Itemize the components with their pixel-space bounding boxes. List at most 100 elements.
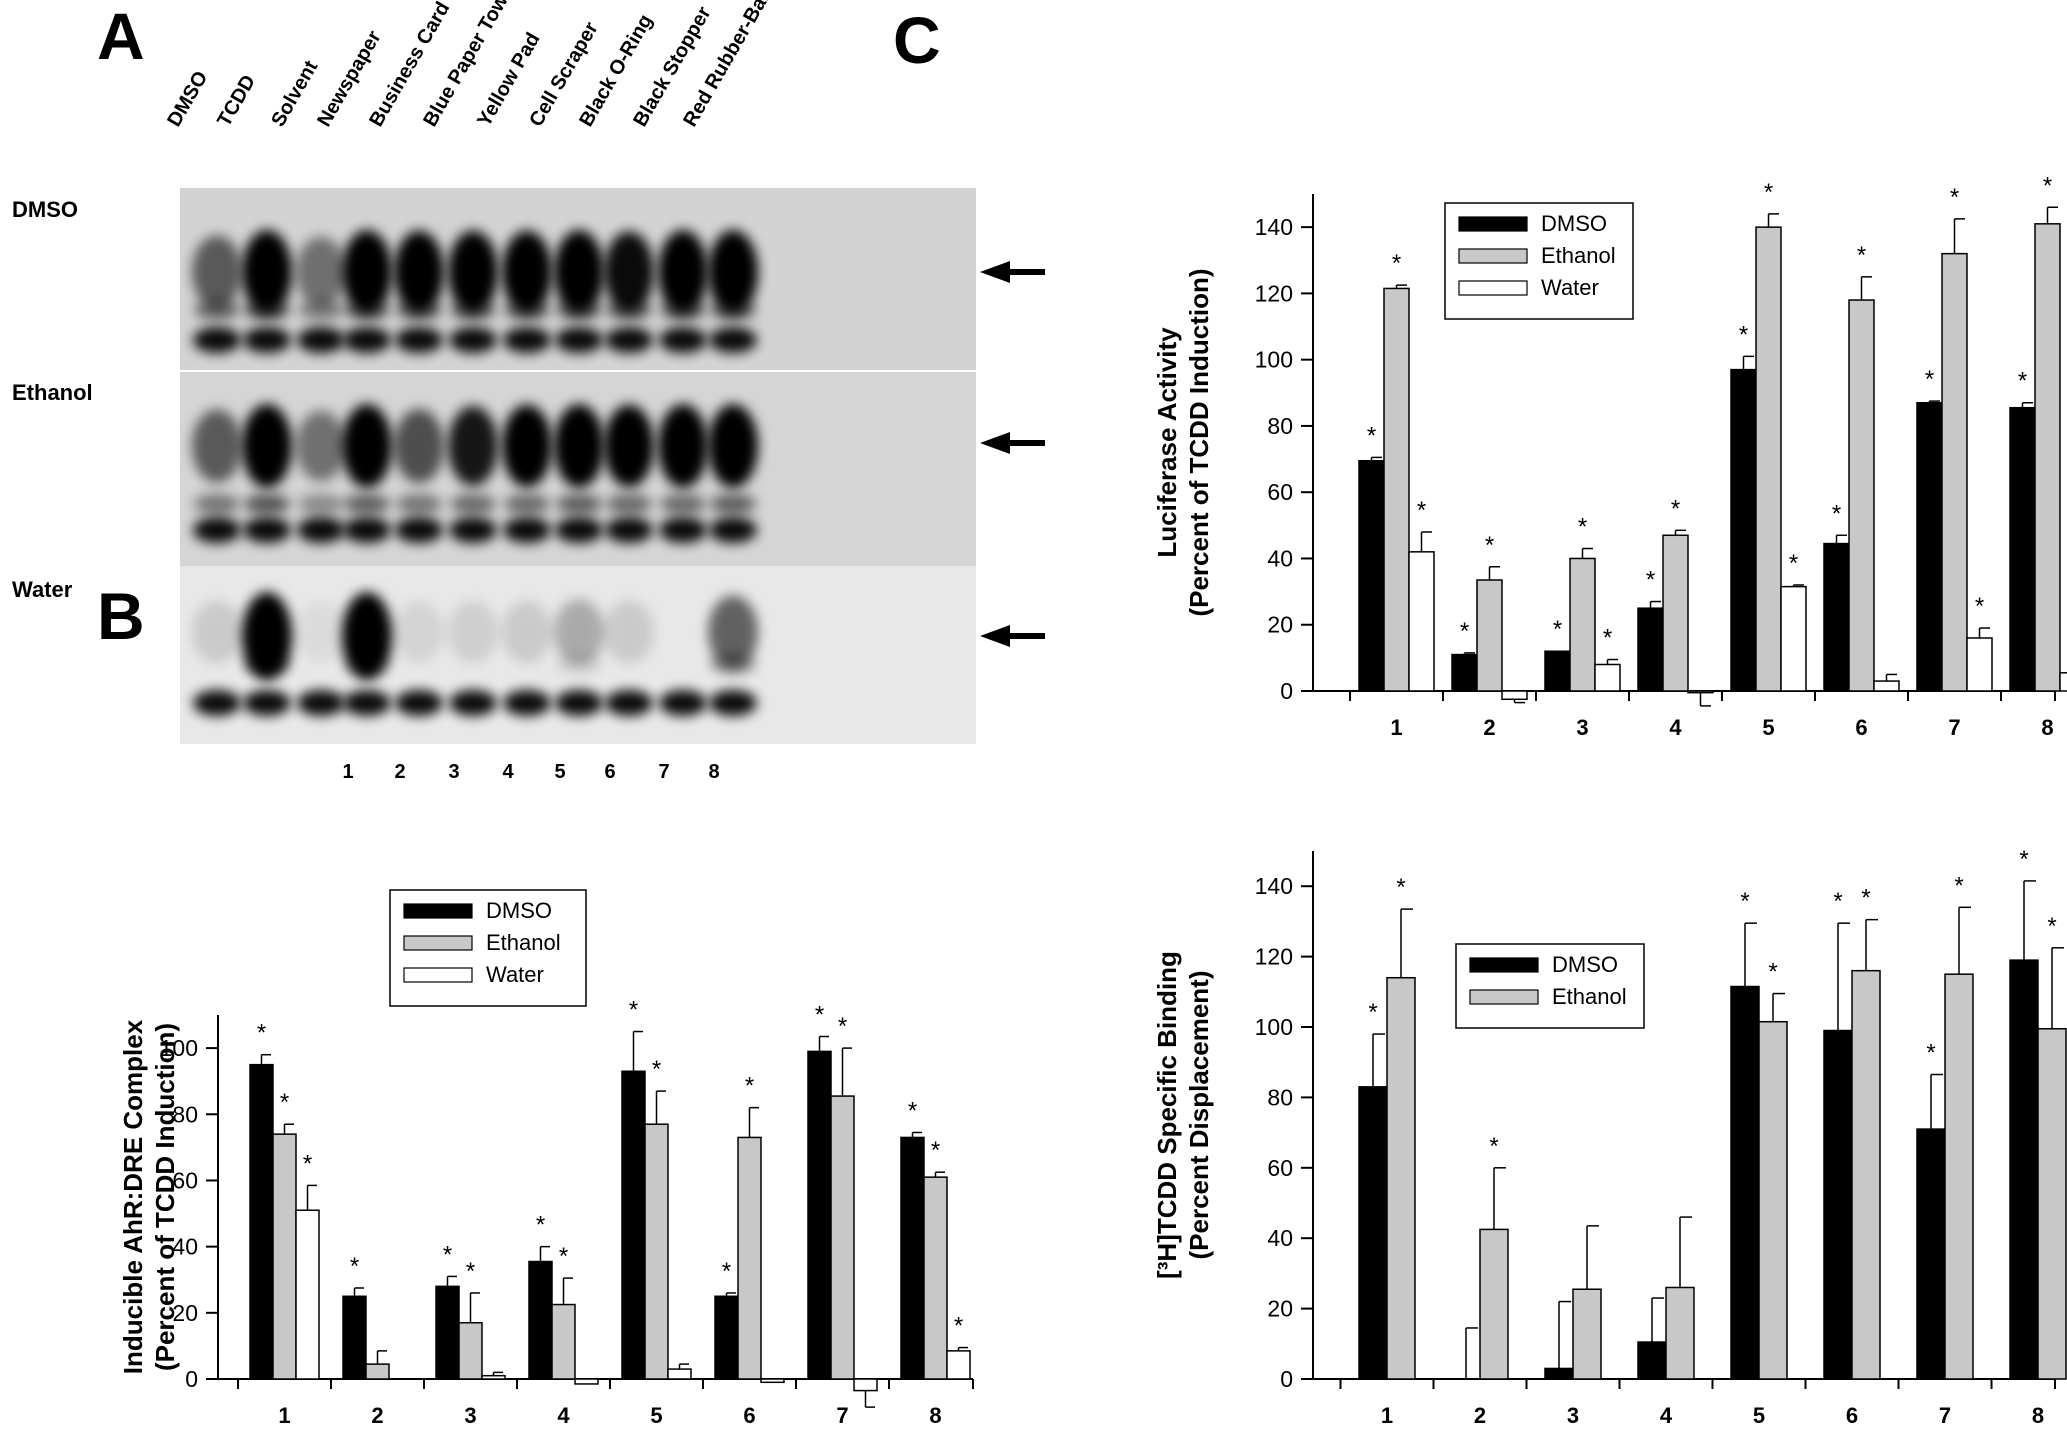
lane-number: 2: [394, 761, 405, 783]
bar: [1823, 1029, 1853, 1380]
row-label: Water: [12, 577, 73, 602]
significance-marker: *: [1417, 497, 1426, 524]
gel-band-free-probe: [297, 517, 345, 543]
bar: [1780, 585, 1807, 692]
lane-number: 5: [554, 761, 565, 783]
bar: [1501, 690, 1528, 701]
significance-marker: *: [350, 1253, 359, 1280]
bar: [1479, 1228, 1509, 1380]
legend: DMSO Ethanol Water: [389, 889, 587, 1007]
gel-band-upper: [502, 230, 552, 314]
x-tick-label: 8: [2041, 715, 2053, 740]
y-tick-label: 80: [172, 1101, 198, 1127]
row-label: Ethanol: [12, 380, 93, 405]
gel-band-free-probe: [343, 690, 391, 716]
y-axis-label-line: [³H]TCDD Specific Binding: [1152, 951, 1182, 1279]
gel-band-upper: [554, 230, 604, 314]
arrow-icon: [980, 261, 1010, 283]
legend-entry: Ethanol: [1541, 243, 1616, 268]
y-axis-label-line: (Percent Displacement): [1184, 971, 1214, 1260]
gel-band-free-probe: [555, 517, 603, 543]
gel-band-upper: [448, 600, 498, 664]
x-tick-label: 1: [278, 1403, 290, 1428]
bar: [1451, 653, 1478, 692]
gel-band-middle: [244, 494, 290, 514]
bar: [1386, 976, 1416, 1380]
significance-marker: *: [1954, 872, 1963, 899]
legend-swatch: [403, 935, 473, 951]
panel-letter-b: B: [97, 579, 145, 653]
y-tick-label: 80: [1267, 413, 1293, 439]
bar: [1637, 1341, 1667, 1380]
legend-entry: Water: [1541, 275, 1599, 300]
row-label: DMSO: [12, 197, 78, 222]
gel-band-free-probe: [297, 690, 345, 716]
significance-marker: *: [1396, 874, 1405, 901]
gel-band-upper: [658, 230, 708, 314]
gel-band-middle: [710, 300, 756, 320]
gel-band-middle: [344, 654, 390, 674]
significance-marker: *: [652, 1056, 661, 1083]
gel-band-free-probe: [555, 690, 603, 716]
bar: [1594, 663, 1621, 692]
x-tick-label: 6: [1846, 1403, 1858, 1428]
x-tick-label: 4: [557, 1403, 570, 1428]
bar: [2037, 1028, 2067, 1380]
significance-marker: *: [1768, 959, 1777, 986]
x-tick-label: 1: [1390, 715, 1402, 740]
gel-band-upper: [604, 404, 654, 488]
gel-band-middle: [194, 494, 240, 514]
gel-band-upper: [394, 408, 444, 484]
y-tick-label: 120: [1255, 944, 1293, 970]
bar: [342, 1295, 367, 1380]
bar: [272, 1133, 297, 1380]
legend: DMSO Ethanol Water: [1444, 202, 1634, 320]
gel-band-upper: [502, 404, 552, 488]
lane-number: 1: [342, 761, 353, 783]
gel-band-middle: [244, 654, 290, 674]
significance-marker: *: [1789, 550, 1798, 577]
y-tick-label: 0: [185, 1366, 198, 1392]
gel-band-upper: [296, 410, 346, 482]
gel-band-free-probe: [243, 690, 291, 716]
gel-band-free-probe: [555, 327, 603, 353]
x-tick-label: 4: [1669, 715, 1682, 740]
gel-band-upper: [342, 230, 392, 314]
significance-marker: *: [815, 1002, 824, 1029]
significance-marker: *: [1368, 999, 1377, 1026]
significance-marker: *: [908, 1097, 917, 1124]
legend-swatch: [403, 903, 473, 919]
significance-marker: *: [722, 1258, 731, 1285]
x-tick-label: 5: [1753, 1403, 1765, 1428]
lane-label: DMSO: [163, 68, 212, 131]
bar: [295, 1209, 320, 1380]
y-tick-label: 40: [1267, 545, 1293, 571]
legend-swatch: [1458, 280, 1528, 296]
gel-band-free-probe: [709, 690, 757, 716]
gel-band-middle: [344, 494, 390, 514]
y-axis-label: Inducible AhR:DRE Complex(Percent of TCD…: [118, 1019, 180, 1374]
gel-band-free-probe: [659, 517, 707, 543]
gel-band-free-probe: [605, 327, 653, 353]
gel-band-free-probe: [193, 327, 241, 353]
gel-band-upper: [658, 404, 708, 488]
x-tick-label: 8: [2032, 1403, 2044, 1428]
significance-marker: *: [1578, 514, 1587, 541]
bar: [458, 1321, 483, 1380]
bar: [1358, 459, 1385, 692]
bar: [365, 1363, 390, 1380]
x-tick-label: 6: [1855, 715, 1867, 740]
gel-band-free-probe: [395, 327, 443, 353]
x-tick-label: 5: [1762, 715, 1774, 740]
gel-band-free-probe: [709, 327, 757, 353]
significance-marker: *: [1833, 888, 1842, 915]
gel-band-upper: [554, 599, 604, 665]
bar: [644, 1123, 669, 1380]
gel-band-free-probe: [605, 517, 653, 543]
y-tick-label: 140: [1255, 873, 1293, 899]
gel-band-upper: [242, 404, 292, 488]
gel-band-middle: [194, 300, 240, 320]
gel-band-middle: [344, 300, 390, 320]
